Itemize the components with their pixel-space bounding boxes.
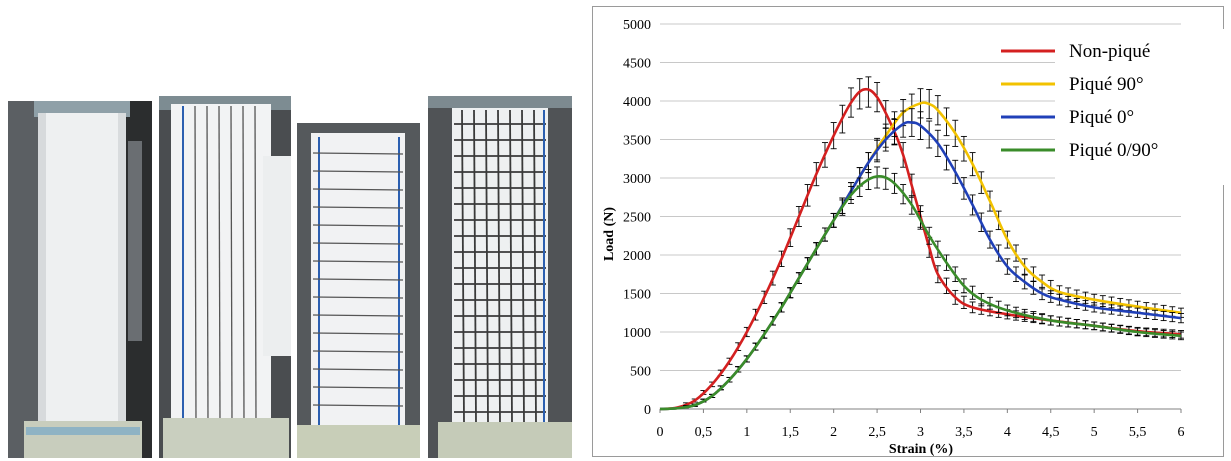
x-tick-label-3: 1,5 xyxy=(782,425,800,440)
legend-box xyxy=(1055,29,1225,185)
chart-canvas: 0 500 1000 1500 2000 2500 3000 3500 4000 4500 5000… xyxy=(602,18,1225,457)
specimen-photo-stitched-0-90 xyxy=(428,96,572,458)
x-tick-label-9: 4,5 xyxy=(1042,425,1060,440)
specimen-photo-stitched-0 xyxy=(159,96,291,458)
x-tick-label-8: 4 xyxy=(1004,425,1011,440)
y-tick-label-500: 500 xyxy=(630,365,651,380)
x-tick-label-5: 2,5 xyxy=(868,425,886,440)
series-line-3 xyxy=(659,174,1182,411)
y-tick-label-1500: 1500 xyxy=(623,288,651,303)
y-tick-label-2500: 2500 xyxy=(623,211,651,226)
y-tick-label-1000: 1000 xyxy=(623,326,651,341)
x-tick-label-0: 0 xyxy=(657,425,664,440)
load-strain-chart: 0 500 1000 1500 2000 2500 3000 3500 4000 4500 5000… xyxy=(592,6,1225,457)
x-tick-labels: 0 0,5 1 1,5 2 2,5 3 3,5 4 4,5 5 5,5 6 xyxy=(657,409,1185,440)
y-tick-label-4500: 4500 xyxy=(623,57,651,72)
x-tick-label-2: 1 xyxy=(743,425,750,440)
x-axis-title: Strain (%) xyxy=(889,442,954,457)
legend-label-2: Piqué 0° xyxy=(1069,107,1134,128)
y-tick-label-2000: 2000 xyxy=(623,249,651,264)
legend: Non-piqué Piqué 90° Piqué 0° Piqué 0/90° xyxy=(1001,29,1225,185)
x-tick-label-7: 3,5 xyxy=(955,425,973,440)
y-tick-labels: 0 500 1000 1500 2000 2500 3000 3500 4000 4500 5000 xyxy=(623,18,651,418)
y-tick-label-3500: 3500 xyxy=(623,134,651,149)
x-tick-label-10: 5 xyxy=(1091,425,1098,440)
series-3 xyxy=(659,166,1184,411)
x-tick-label-12: 6 xyxy=(1178,425,1185,440)
series-lines xyxy=(659,76,1184,411)
y-tick-label-5000: 5000 xyxy=(623,18,651,33)
y-tick-label-0: 0 xyxy=(644,403,651,418)
x-tick-label-4: 2 xyxy=(830,425,837,440)
y-tick-label-4000: 4000 xyxy=(623,95,651,110)
y-axis-title: Load (N) xyxy=(602,207,617,261)
specimen-photo-stitched-90 xyxy=(297,123,420,458)
specimen-photo-unstitched xyxy=(8,101,152,458)
y-tick-label-3000: 3000 xyxy=(623,172,651,187)
legend-label-0: Non-piqué xyxy=(1069,41,1150,62)
x-tick-label-1: 0,5 xyxy=(695,425,713,440)
legend-label-3: Piqué 0/90° xyxy=(1069,140,1158,161)
x-tick-label-6: 3 xyxy=(917,425,924,440)
x-tick-label-11: 5,5 xyxy=(1129,425,1147,440)
legend-label-1: Piqué 90° xyxy=(1069,74,1144,95)
